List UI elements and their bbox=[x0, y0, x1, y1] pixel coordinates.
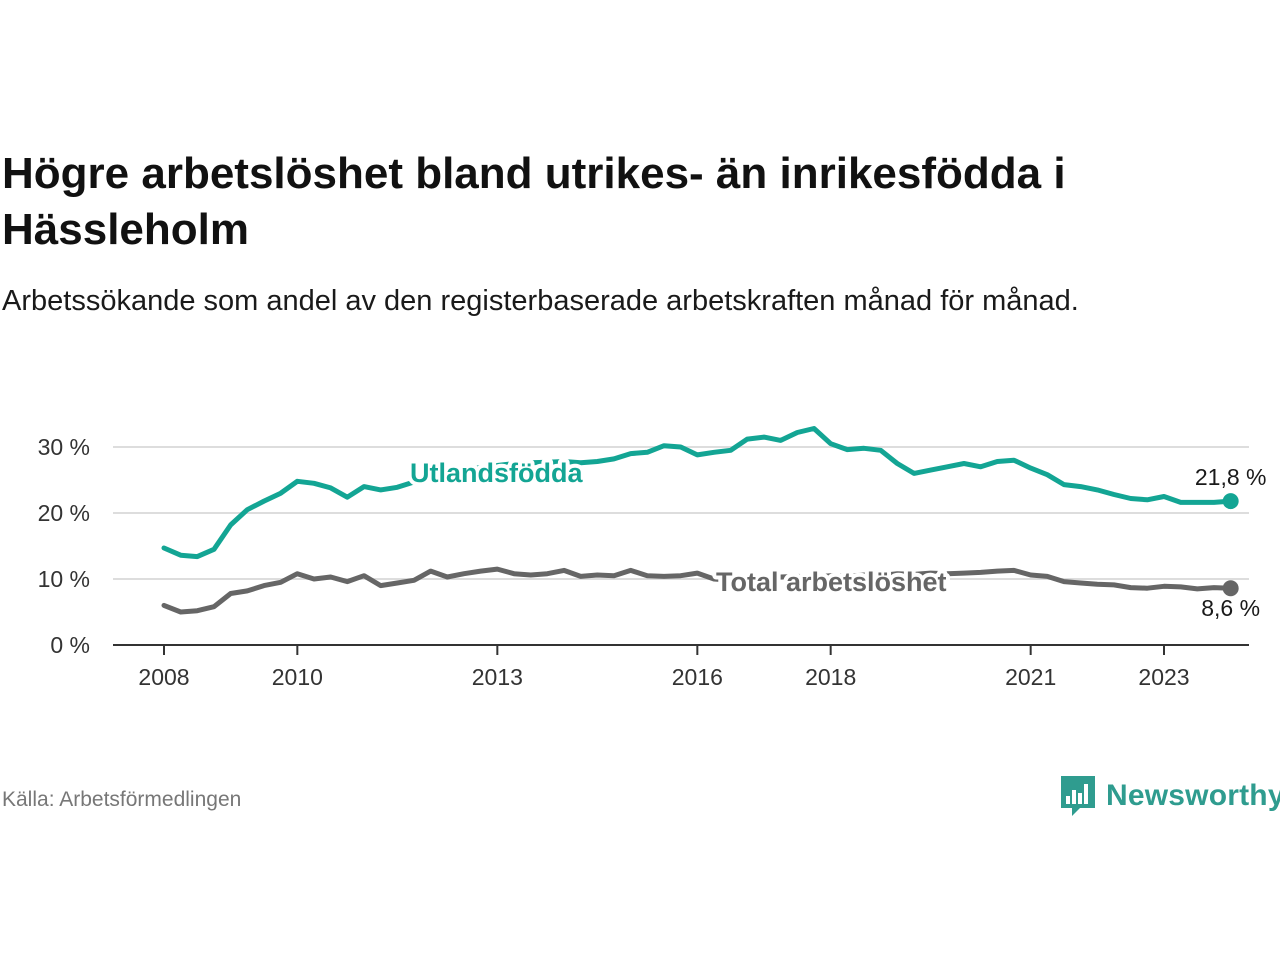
x-tick-label: 2021 bbox=[1005, 664, 1056, 690]
x-tick-label: 2010 bbox=[272, 664, 323, 690]
y-tick-label: 30 % bbox=[38, 434, 90, 460]
series-line bbox=[161, 566, 1234, 615]
end-value-label: 8,6 % bbox=[1201, 595, 1260, 621]
brand-logo: Newsworthy bbox=[1058, 772, 1280, 820]
source-note: Källa: Arbetsförmedlingen bbox=[2, 788, 242, 811]
x-tick-label: 2016 bbox=[672, 664, 723, 690]
x-tick-label: 2018 bbox=[805, 664, 856, 690]
y-tick-label: 10 % bbox=[38, 566, 90, 592]
series-label: Total arbetslöshet bbox=[716, 567, 947, 597]
page-subtitle: Arbetssökande som andel av den registerb… bbox=[2, 285, 1079, 317]
y-tick-label: 0 % bbox=[50, 632, 90, 658]
newsworthy-icon bbox=[1061, 776, 1095, 816]
x-tick-label: 2023 bbox=[1138, 664, 1189, 690]
brand-name: Newsworthy bbox=[1106, 779, 1280, 812]
series-end-point bbox=[1222, 580, 1239, 597]
series-end-point bbox=[1222, 493, 1239, 510]
x-tick-label: 2008 bbox=[138, 664, 189, 690]
page-title: Högre arbetslöshet bland utrikes- än inr… bbox=[2, 149, 1066, 254]
series-label: Utlandsfödda bbox=[410, 458, 583, 488]
series-line bbox=[161, 426, 1234, 560]
y-tick-label: 20 % bbox=[38, 500, 90, 526]
x-tick-label: 2013 bbox=[472, 664, 523, 690]
end-value-label: 21,8 % bbox=[1195, 464, 1267, 490]
